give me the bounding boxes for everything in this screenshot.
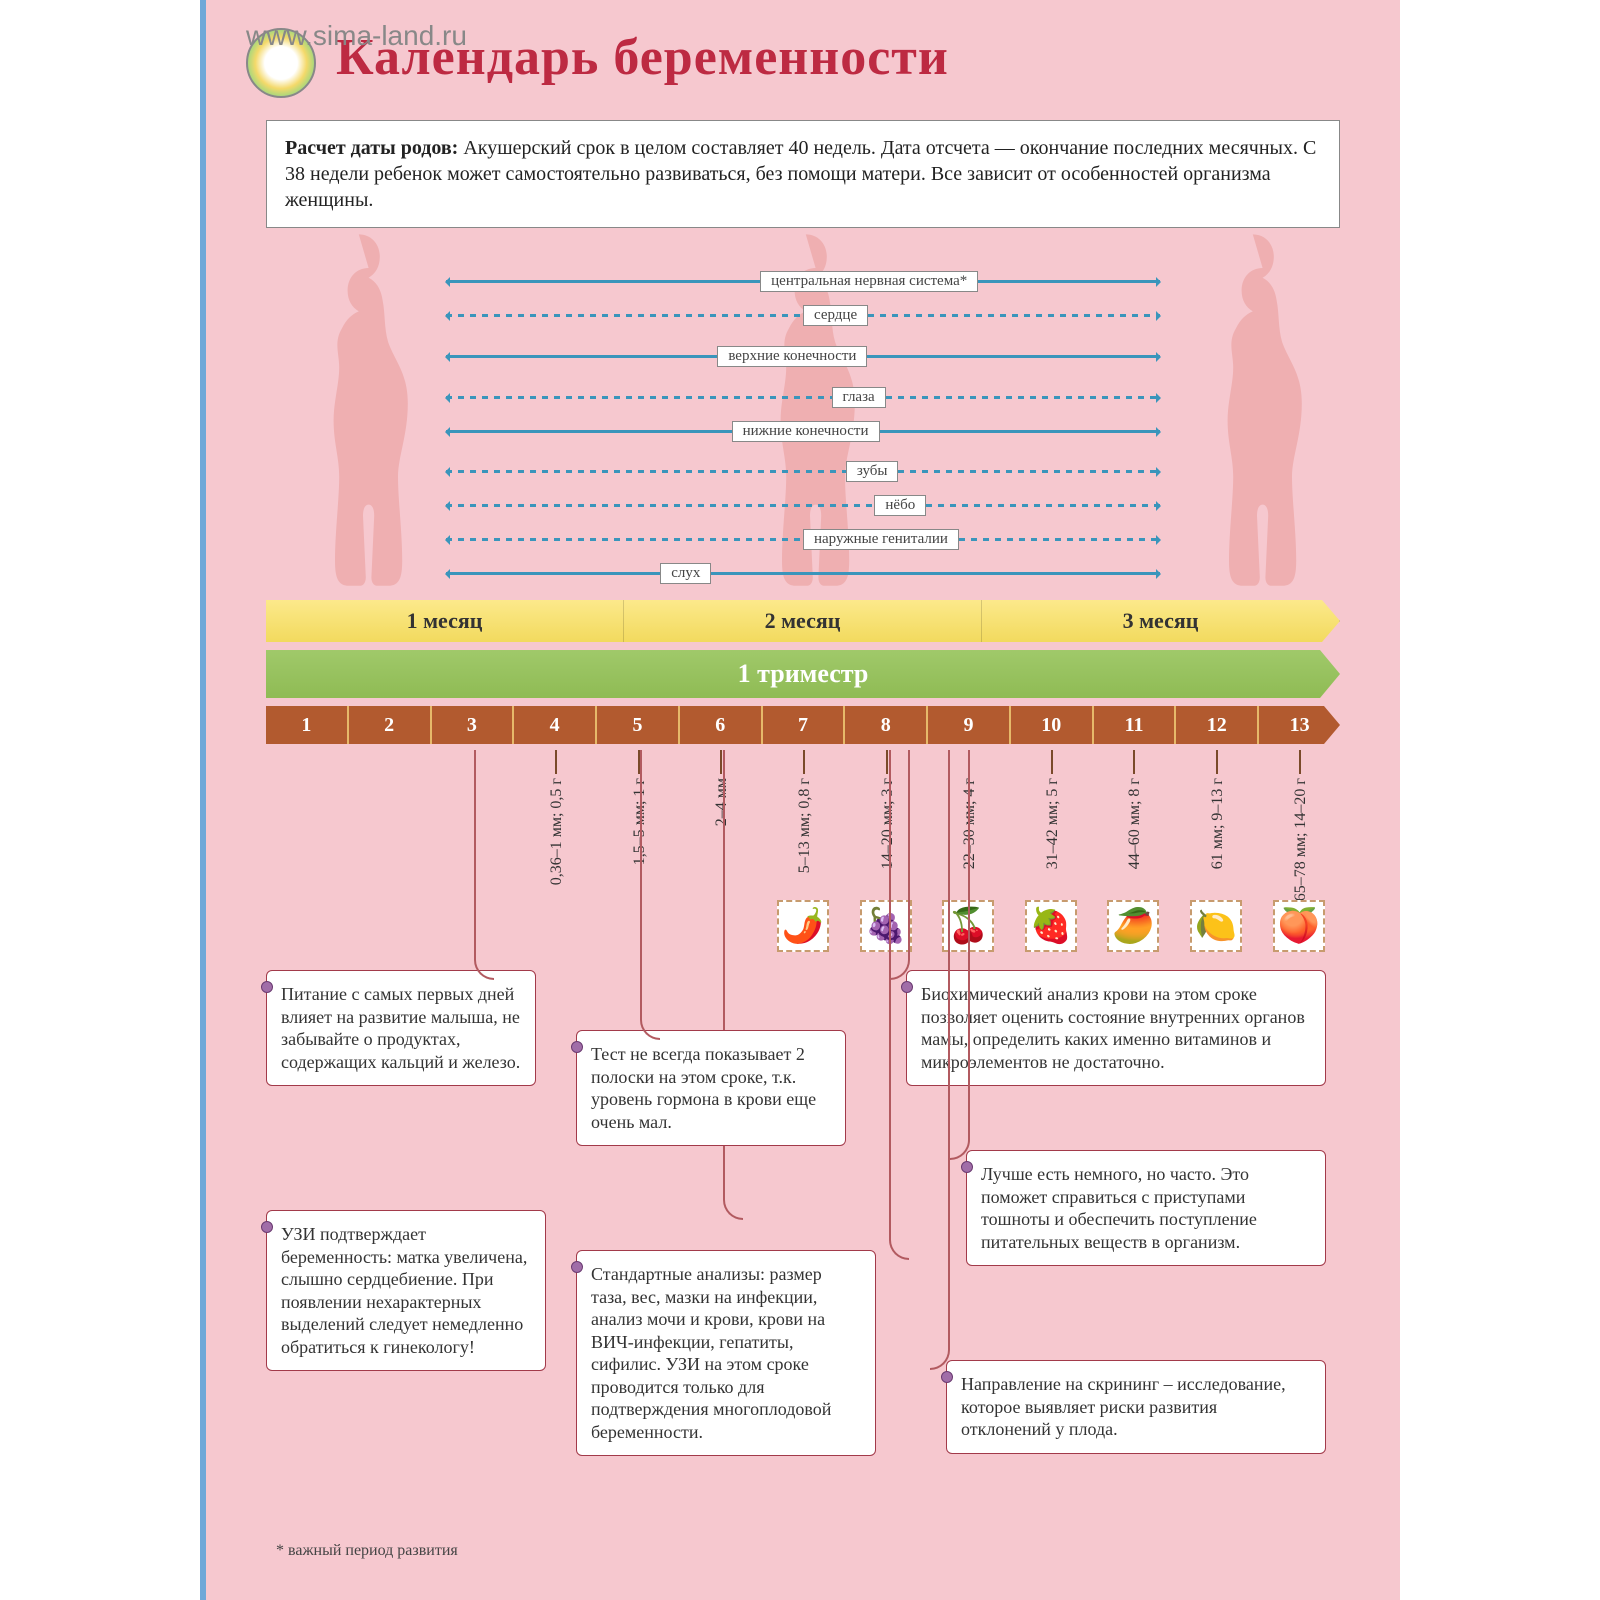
size-tick: 61 мм; 9–13 г bbox=[1216, 750, 1218, 774]
note-text: УЗИ подтверждает беременность: матка уве… bbox=[281, 1223, 531, 1358]
week-cell: 5 bbox=[597, 706, 680, 744]
footnote: * важный период развития bbox=[276, 1542, 458, 1560]
connector-line bbox=[474, 750, 494, 980]
week-bar: 12345678910111213 bbox=[266, 706, 1340, 744]
dev-row: сердце bbox=[446, 304, 1160, 326]
silhouette-month3 bbox=[1180, 226, 1320, 590]
note-text: Биохимический анализ крови на этом сроке… bbox=[921, 983, 1311, 1073]
dev-label: наружные гениталии bbox=[803, 529, 959, 550]
notes-area: Питание с самых первых дней влияет на ра… bbox=[266, 820, 1340, 1520]
dev-label: центральная нервная система* bbox=[760, 271, 978, 292]
note-text: Питание с самых первых дней влияет на ра… bbox=[281, 983, 521, 1073]
month-cell: 2 месяц bbox=[624, 600, 982, 642]
note-box: Питание с самых первых дней влияет на ра… bbox=[266, 970, 536, 1086]
note-bullet-icon bbox=[261, 981, 273, 993]
size-tick: 31–42 мм; 5 г bbox=[1051, 750, 1053, 774]
intro-lead: Расчет даты родов: bbox=[285, 137, 458, 159]
week-cell: 7 bbox=[763, 706, 846, 744]
note-bullet-icon bbox=[901, 981, 913, 993]
size-tick: 14–20 мм; 3 г bbox=[886, 750, 888, 774]
size-tick: 0,36–1 мм; 0,5 г bbox=[555, 750, 557, 774]
week-cell: 8 bbox=[845, 706, 928, 744]
month-cell: 1 месяц bbox=[266, 600, 624, 642]
dev-row: верхние конечности bbox=[446, 345, 1160, 367]
week-cell: 13 bbox=[1259, 706, 1340, 744]
week-cell: 11 bbox=[1094, 706, 1177, 744]
note-box: Направление на скрининг – исследование, … bbox=[946, 1360, 1326, 1454]
note-box: УЗИ подтверждает беременность: матка уве… bbox=[266, 1210, 546, 1371]
dev-row: нижние конечности bbox=[446, 420, 1160, 442]
note-text: Тест не всегда показывает 2 полоски на э… bbox=[591, 1043, 831, 1133]
week-cell: 4 bbox=[514, 706, 597, 744]
connector-line bbox=[930, 750, 950, 1370]
note-box: Лучше есть немного, но часто. Это поможе… bbox=[966, 1150, 1326, 1266]
dev-row: глаза bbox=[446, 386, 1160, 408]
size-tick: 44–60 мм; 8 г bbox=[1133, 750, 1135, 774]
week-cell: 10 bbox=[1011, 706, 1094, 744]
connector-line bbox=[950, 750, 970, 1160]
week-cell: 1 bbox=[266, 706, 349, 744]
dev-row: наружные гениталии bbox=[446, 529, 1160, 551]
dev-label: сердце bbox=[803, 305, 868, 326]
development-diagram: центральная нервная система* сердце верхни… bbox=[266, 250, 1340, 590]
dev-label: слух bbox=[660, 563, 711, 584]
note-box: Тест не всегда показывает 2 полоски на э… bbox=[576, 1030, 846, 1146]
note-text: Направление на скрининг – исследование, … bbox=[961, 1373, 1311, 1441]
dev-row: слух bbox=[446, 563, 1160, 585]
dev-label: нёбо bbox=[874, 495, 926, 516]
dev-label: нижние конечности bbox=[732, 421, 880, 442]
note-bullet-icon bbox=[571, 1041, 583, 1053]
note-bullet-icon bbox=[261, 1221, 273, 1233]
dev-row: зубы bbox=[446, 461, 1160, 483]
note-box: Стандартные анализы: размер таза, вес, м… bbox=[576, 1250, 876, 1456]
note-text: Стандартные анализы: размер таза, вес, м… bbox=[591, 1263, 861, 1443]
week-cell: 3 bbox=[432, 706, 515, 744]
note-bullet-icon bbox=[961, 1161, 973, 1173]
connector-line bbox=[723, 750, 743, 1220]
connector-line bbox=[640, 750, 660, 1040]
silhouette-month1 bbox=[286, 226, 426, 590]
size-tick: 5–13 мм; 0,8 г bbox=[803, 750, 805, 774]
intro-box: Расчет даты родов: Акушерский срок в цел… bbox=[266, 120, 1340, 228]
note-bullet-icon bbox=[941, 1371, 953, 1383]
connector-line bbox=[890, 750, 910, 980]
note-bullet-icon bbox=[571, 1261, 583, 1273]
week-cell: 12 bbox=[1176, 706, 1259, 744]
dev-label: зубы bbox=[846, 461, 899, 482]
trimester-bar: 1 триместр bbox=[266, 650, 1340, 698]
week-cell: 9 bbox=[928, 706, 1011, 744]
week-cell: 6 bbox=[680, 706, 763, 744]
note-text: Лучше есть немного, но часто. Это поможе… bbox=[981, 1163, 1311, 1253]
month-bar: 1 месяц2 месяц3 месяц bbox=[266, 600, 1340, 642]
dev-label: верхние конечности bbox=[717, 346, 867, 367]
month-cell: 3 месяц bbox=[982, 600, 1340, 642]
dev-label: глаза bbox=[832, 387, 886, 408]
watermark: www.sima-land.ru bbox=[246, 20, 467, 52]
size-tick: 65–78 мм; 14–20 г bbox=[1299, 750, 1301, 774]
dev-row: центральная нервная система* bbox=[446, 270, 1160, 292]
dev-row: нёбо bbox=[446, 495, 1160, 517]
week-cell: 2 bbox=[349, 706, 432, 744]
